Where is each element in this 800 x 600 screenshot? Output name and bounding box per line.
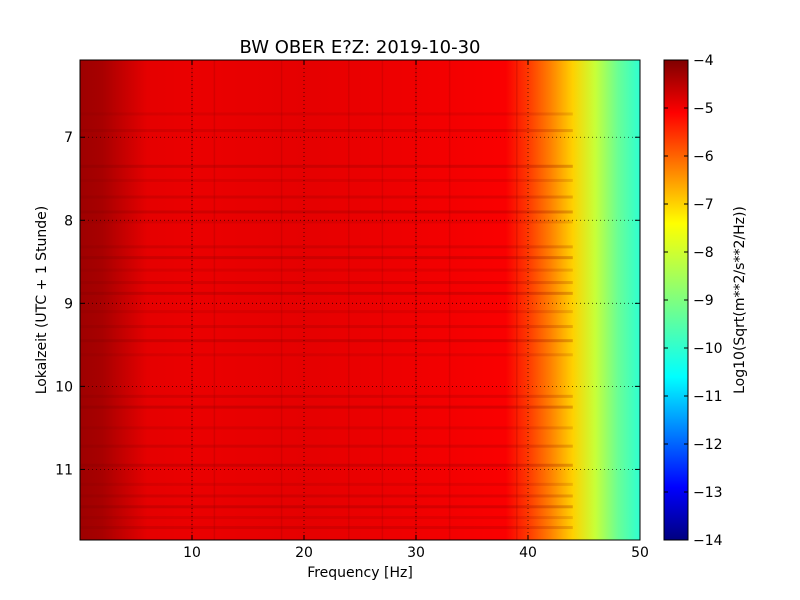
y-tick-label-2: 9 <box>64 296 73 312</box>
heatmap-band-12 <box>80 310 573 314</box>
heatmap-band-6 <box>80 220 573 224</box>
heatmap-band-16 <box>80 394 573 398</box>
y-tick-label-4: 11 <box>55 462 73 478</box>
colorbar-tick-label-6: −10 <box>693 341 723 357</box>
heatmap-band-20 <box>80 463 573 467</box>
y-tick-label-1: 8 <box>64 213 73 229</box>
x-tick-label-2: 30 <box>407 545 425 561</box>
x-axis-ticks: 10 20 30 40 50 <box>183 60 649 561</box>
heatmap-band-7 <box>80 245 573 249</box>
x-tick-label-1: 20 <box>295 545 313 561</box>
colorbar-tick-label-5: −9 <box>693 293 714 309</box>
colorbar-tick-label-1: −5 <box>693 101 714 117</box>
colorbar-ticks: −4 −5 −6 −7 −8 −9 −10 −11 −12 −13 −14 <box>664 53 723 549</box>
x-axis-label: Frequency [Hz] <box>307 565 413 581</box>
heatmap-band-10 <box>80 281 573 285</box>
x-tick-label-0: 10 <box>183 545 201 561</box>
colorbar-tick-label-7: −11 <box>693 389 723 405</box>
heatmap-band-18 <box>80 426 573 430</box>
plot-area: 10 20 30 40 50 7 8 9 10 11 <box>55 59 649 561</box>
colorbar: −4 −5 −6 −7 −8 −9 −10 −11 −12 −13 −14 Log10(Sqrt(m… <box>663 53 748 549</box>
heatmap-band-2 <box>80 164 573 168</box>
plot-frame <box>79 59 641 541</box>
y-tick-label-3: 10 <box>55 379 73 395</box>
heatmap-base <box>80 60 640 540</box>
y-axis-label: Lokalzeit (UTC + 1 Stunde) <box>34 206 50 395</box>
heatmap-band-17 <box>80 405 573 409</box>
heatmap-bands <box>80 112 573 530</box>
heatmap-band-13 <box>80 325 573 329</box>
colorbar-tick-label-2: −6 <box>693 149 714 165</box>
colorbar-label: Log10(Sqrt(m**2/s**2/Hz)) <box>732 206 748 394</box>
y-tick-label-0: 7 <box>64 130 73 146</box>
heatmap-band-19 <box>80 444 573 448</box>
heatmap-band-9 <box>80 268 573 272</box>
chart-title: BW OBER E?Z: 2019-10-30 <box>240 37 481 58</box>
x-tick-label-4: 50 <box>631 545 649 561</box>
heatmap-band-22 <box>80 494 573 498</box>
heatmap-band-8 <box>80 256 573 260</box>
heatmap-band-14 <box>80 339 573 343</box>
heatmap-band-24 <box>80 516 573 520</box>
colorbar-tick-label-8: −12 <box>693 437 723 453</box>
heatmap-band-21 <box>80 482 573 486</box>
colorbar-tick-label-0: −4 <box>693 53 714 69</box>
heatmap-band-23 <box>80 505 573 509</box>
heatmap-band-4 <box>80 195 573 199</box>
heatmap-band-0 <box>80 112 573 116</box>
colorbar-tick-label-9: −13 <box>693 485 723 501</box>
heatmap-band-5 <box>80 210 573 214</box>
heatmap-band-3 <box>80 178 573 182</box>
y-axis-ticks: 7 8 9 10 11 <box>55 130 640 478</box>
colorbar-tick-label-10: −14 <box>693 533 723 549</box>
heatmap-band-11 <box>80 291 573 295</box>
colorbar-tick-label-3: −7 <box>693 197 714 213</box>
x-tick-label-3: 40 <box>519 545 537 561</box>
heatmap-band-1 <box>80 129 573 133</box>
colorbar-tick-label-4: −8 <box>693 245 714 261</box>
heatmap-band-25 <box>80 526 573 530</box>
heatmap-band-15 <box>80 353 573 357</box>
